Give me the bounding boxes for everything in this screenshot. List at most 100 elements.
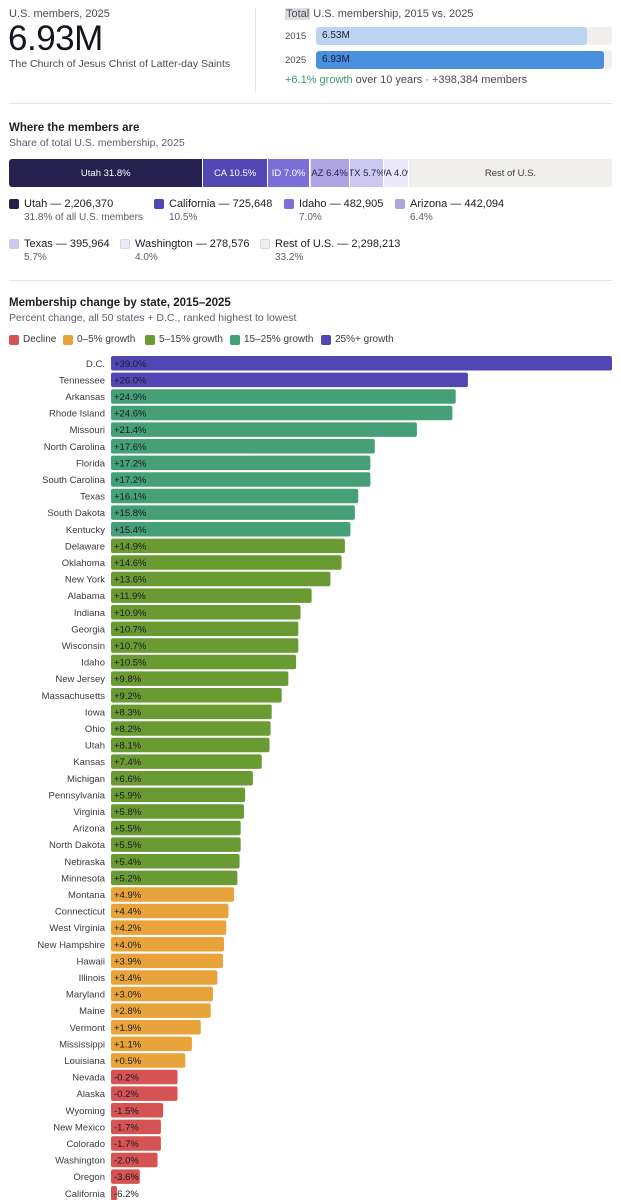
state-label: Wisconsin bbox=[62, 641, 105, 652]
state-bar bbox=[111, 903, 229, 919]
state-label: Alaska bbox=[76, 1089, 105, 1100]
legend-label: Decline bbox=[23, 334, 57, 345]
state-value-label: +4.9% bbox=[114, 890, 142, 901]
share-segment-california: CA 10.5% bbox=[203, 159, 268, 187]
state-value-label: -0.2% bbox=[114, 1073, 139, 1084]
legend-percent: 31.8% of all U.S. members bbox=[24, 212, 143, 223]
state-bar bbox=[111, 1119, 161, 1135]
state-bar bbox=[111, 488, 359, 504]
section-divider bbox=[9, 103, 612, 104]
share-segment-label: TX 5.7% bbox=[349, 167, 385, 179]
state-label: New Hampshire bbox=[37, 940, 105, 951]
total-members-value: 6.93M bbox=[8, 19, 103, 58]
legend-name: Idaho — 482,905 bbox=[299, 198, 384, 210]
organization-name: The Church of Jesus Christ of Latter-day… bbox=[9, 58, 231, 70]
state-label: Delaware bbox=[65, 541, 105, 552]
growth-legend: Decline 0–5% growth 5–15% growth 15–25% gro… bbox=[9, 334, 609, 348]
state-bar bbox=[111, 937, 225, 952]
state-value-label: +10.7% bbox=[114, 624, 147, 635]
legend-label: 5–15% growth bbox=[159, 334, 223, 345]
legend-label: 25%+ growth bbox=[335, 334, 394, 345]
legend-swatch bbox=[9, 239, 19, 249]
state-bar bbox=[111, 1086, 178, 1101]
state-value-label: +5.5% bbox=[114, 824, 142, 835]
state-value-label: -3.6% bbox=[114, 1172, 139, 1183]
year-2025-label: 2025 bbox=[285, 55, 307, 66]
share-segment-label: CA 10.5% bbox=[213, 167, 257, 179]
state-bar bbox=[111, 970, 218, 985]
state-label: Pennsylvania bbox=[48, 790, 105, 801]
header-divider bbox=[255, 8, 256, 92]
legend-label: 15–25% growth bbox=[244, 334, 314, 345]
state-value-label: +15.4% bbox=[114, 525, 147, 536]
state-label: Alabama bbox=[68, 591, 106, 602]
state-label: Louisiana bbox=[64, 1056, 105, 1067]
bar-2025-track: 6.93M bbox=[316, 51, 612, 69]
share-segment-label: WA 4.0% bbox=[384, 167, 408, 179]
state-value-label: +5.8% bbox=[114, 807, 142, 818]
state-label: Illinois bbox=[79, 973, 106, 984]
state-label: New Jersey bbox=[55, 674, 105, 685]
state-bar bbox=[111, 605, 301, 620]
state-label: Michigan bbox=[67, 774, 105, 785]
state-value-label: +3.4% bbox=[114, 973, 142, 984]
section-divider bbox=[9, 280, 612, 281]
state-bar bbox=[111, 555, 342, 570]
state-label: North Carolina bbox=[44, 442, 106, 453]
state-value-label: -1.7% bbox=[114, 1139, 139, 1150]
state-bar bbox=[111, 389, 456, 404]
state-bar bbox=[111, 854, 240, 869]
state-label: New Mexico bbox=[53, 1122, 105, 1133]
comparison-title-rest: U.S. membership, 2015 vs. 2025 bbox=[310, 8, 474, 20]
state-value-label: +24.6% bbox=[114, 409, 147, 420]
state-value-label: +26.0% bbox=[114, 375, 147, 386]
legend-name: Arizona — 442,094 bbox=[410, 198, 505, 210]
growth-detail: over 10 years · +398,384 members bbox=[352, 74, 528, 86]
state-chart-subtitle: Percent change, all 50 states + D.C., ra… bbox=[9, 312, 297, 324]
state-label: Maine bbox=[79, 1006, 105, 1017]
state-bar bbox=[111, 837, 241, 852]
state-label: Connecticut bbox=[55, 907, 106, 918]
state-bar bbox=[111, 870, 238, 886]
state-label: Iowa bbox=[85, 707, 106, 718]
state-bar bbox=[111, 405, 453, 421]
state-label: Kentucky bbox=[66, 525, 105, 536]
legend-swatch bbox=[9, 335, 19, 345]
legend-swatch bbox=[63, 335, 73, 345]
legend-swatch bbox=[395, 199, 405, 209]
summary-header: U.S. members, 2025 6.93M The Church of J… bbox=[0, 0, 621, 104]
state-chart-title: Membership change by state, 2015–2025 bbox=[9, 297, 231, 309]
state-bar bbox=[111, 704, 272, 720]
state-label: North Dakota bbox=[49, 840, 106, 851]
state-bar bbox=[111, 422, 417, 437]
state-label: Ohio bbox=[85, 724, 105, 735]
legend-swatch bbox=[230, 335, 240, 345]
bar-2015-value: 6.53M bbox=[322, 30, 350, 41]
state-bar bbox=[111, 455, 371, 471]
share-subtitle: Share of total U.S. membership, 2025 bbox=[9, 137, 185, 149]
state-value-label: +0.5% bbox=[114, 1056, 142, 1067]
state-value-label: +1.1% bbox=[114, 1039, 142, 1050]
state-value-label: +15.8% bbox=[114, 508, 147, 519]
state-label: Nevada bbox=[72, 1073, 105, 1084]
state-bar bbox=[111, 621, 299, 637]
state-label: Minnesota bbox=[61, 873, 106, 884]
state-bar bbox=[111, 522, 351, 537]
state-value-label: +5.4% bbox=[114, 857, 142, 868]
comparison-title: Total U.S. membership, 2015 vs. 2025 bbox=[285, 8, 474, 20]
state-label: Tennessee bbox=[59, 375, 105, 386]
state-label: Vermont bbox=[70, 1023, 106, 1034]
state-label: Massachusetts bbox=[42, 691, 106, 702]
state-label: Arkansas bbox=[65, 392, 105, 403]
state-bar bbox=[111, 1152, 158, 1168]
state-value-label: +8.1% bbox=[114, 741, 142, 752]
state-value-label: +3.0% bbox=[114, 990, 142, 1001]
state-value-label: +17.6% bbox=[114, 442, 147, 453]
bar-2015-fill bbox=[316, 27, 588, 45]
state-label: Missouri bbox=[70, 425, 105, 436]
state-label: Arizona bbox=[73, 824, 106, 835]
state-value-label: +6.6% bbox=[114, 774, 142, 785]
legend-swatch bbox=[120, 239, 130, 249]
state-value-label: +4.0% bbox=[114, 940, 142, 951]
state-bar bbox=[111, 820, 241, 836]
